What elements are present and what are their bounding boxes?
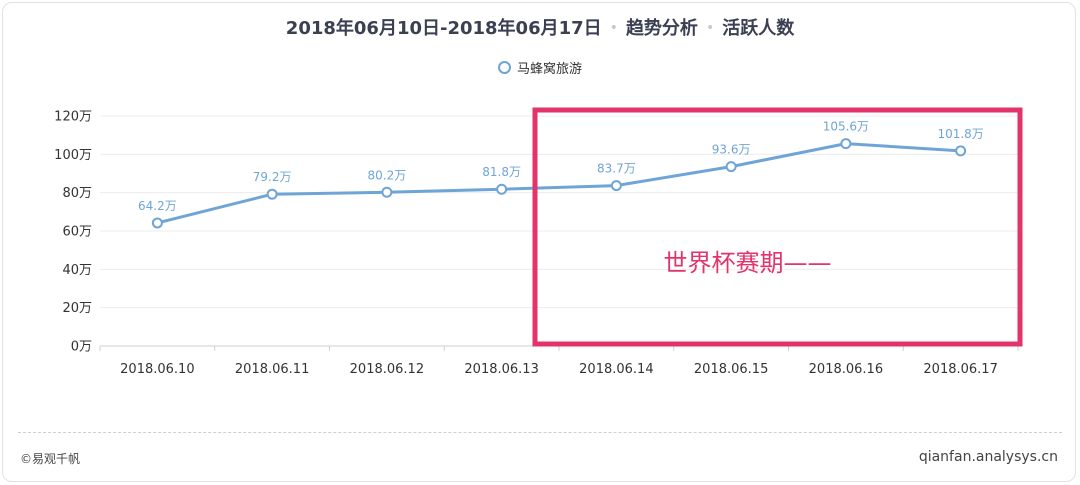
highlight-box xyxy=(532,107,1023,347)
data-point xyxy=(725,161,737,173)
x-tick-label: 2018.06.12 xyxy=(350,362,424,377)
x-tick-label: 2018.06.11 xyxy=(235,362,309,377)
title-section: 趋势分析 xyxy=(625,18,698,39)
y-tick-label: 40万 xyxy=(62,263,92,278)
x-tick-label: 2018.06.17 xyxy=(923,362,997,377)
data-label: 83.7万 xyxy=(597,162,636,176)
title-separator: • xyxy=(705,20,715,36)
data-point xyxy=(496,183,508,195)
data-label: 80.2万 xyxy=(368,168,407,182)
data-label: 79.2万 xyxy=(253,170,292,184)
data-label: 81.8万 xyxy=(482,165,521,179)
y-tick-label: 100万 xyxy=(54,148,92,163)
data-point xyxy=(955,145,967,157)
data-point xyxy=(840,138,852,150)
footer-site: qianfan.analysys.cn xyxy=(918,449,1058,465)
data-point xyxy=(151,217,163,229)
annotation-label: 世界杯赛期—— xyxy=(664,249,832,277)
legend-marker-icon xyxy=(497,61,511,74)
data-label: 64.2万 xyxy=(138,199,177,213)
x-tick-label: 2018.06.13 xyxy=(464,362,538,377)
chart-title: 2018年06月10日-2018年06月17日 • 趋势分析 • 活跃人数 xyxy=(0,14,1080,40)
x-tick-label: 2018.06.10 xyxy=(120,362,194,377)
title-metric: 活跃人数 xyxy=(722,18,795,39)
title-date-range: 2018年06月10日-2018年06月17日 xyxy=(285,18,602,39)
data-label: 93.6万 xyxy=(712,143,751,157)
title-separator: • xyxy=(609,20,618,36)
y-tick-label: 120万 xyxy=(54,110,92,125)
data-label: 101.8万 xyxy=(937,127,983,141)
y-tick-label: 60万 xyxy=(62,225,92,240)
y-tick-label: 0万 xyxy=(71,340,92,355)
x-tick-label: 2018.06.15 xyxy=(694,362,768,377)
footer-copyright: ©易观千帆 xyxy=(20,452,81,466)
data-point xyxy=(266,188,278,200)
x-tick-label: 2018.06.16 xyxy=(809,362,883,377)
data-point xyxy=(381,186,393,198)
footer-divider xyxy=(18,432,1062,433)
legend[interactable]: 马蜂窝旅游 xyxy=(0,58,1080,77)
x-tick-label: 2018.06.14 xyxy=(579,362,653,377)
y-tick-label: 80万 xyxy=(62,186,92,201)
data-label: 105.6万 xyxy=(823,120,869,134)
y-tick-label: 20万 xyxy=(62,301,92,316)
legend-series-label: 马蜂窝旅游 xyxy=(516,62,582,77)
series-line xyxy=(155,142,963,225)
data-point xyxy=(610,180,622,192)
